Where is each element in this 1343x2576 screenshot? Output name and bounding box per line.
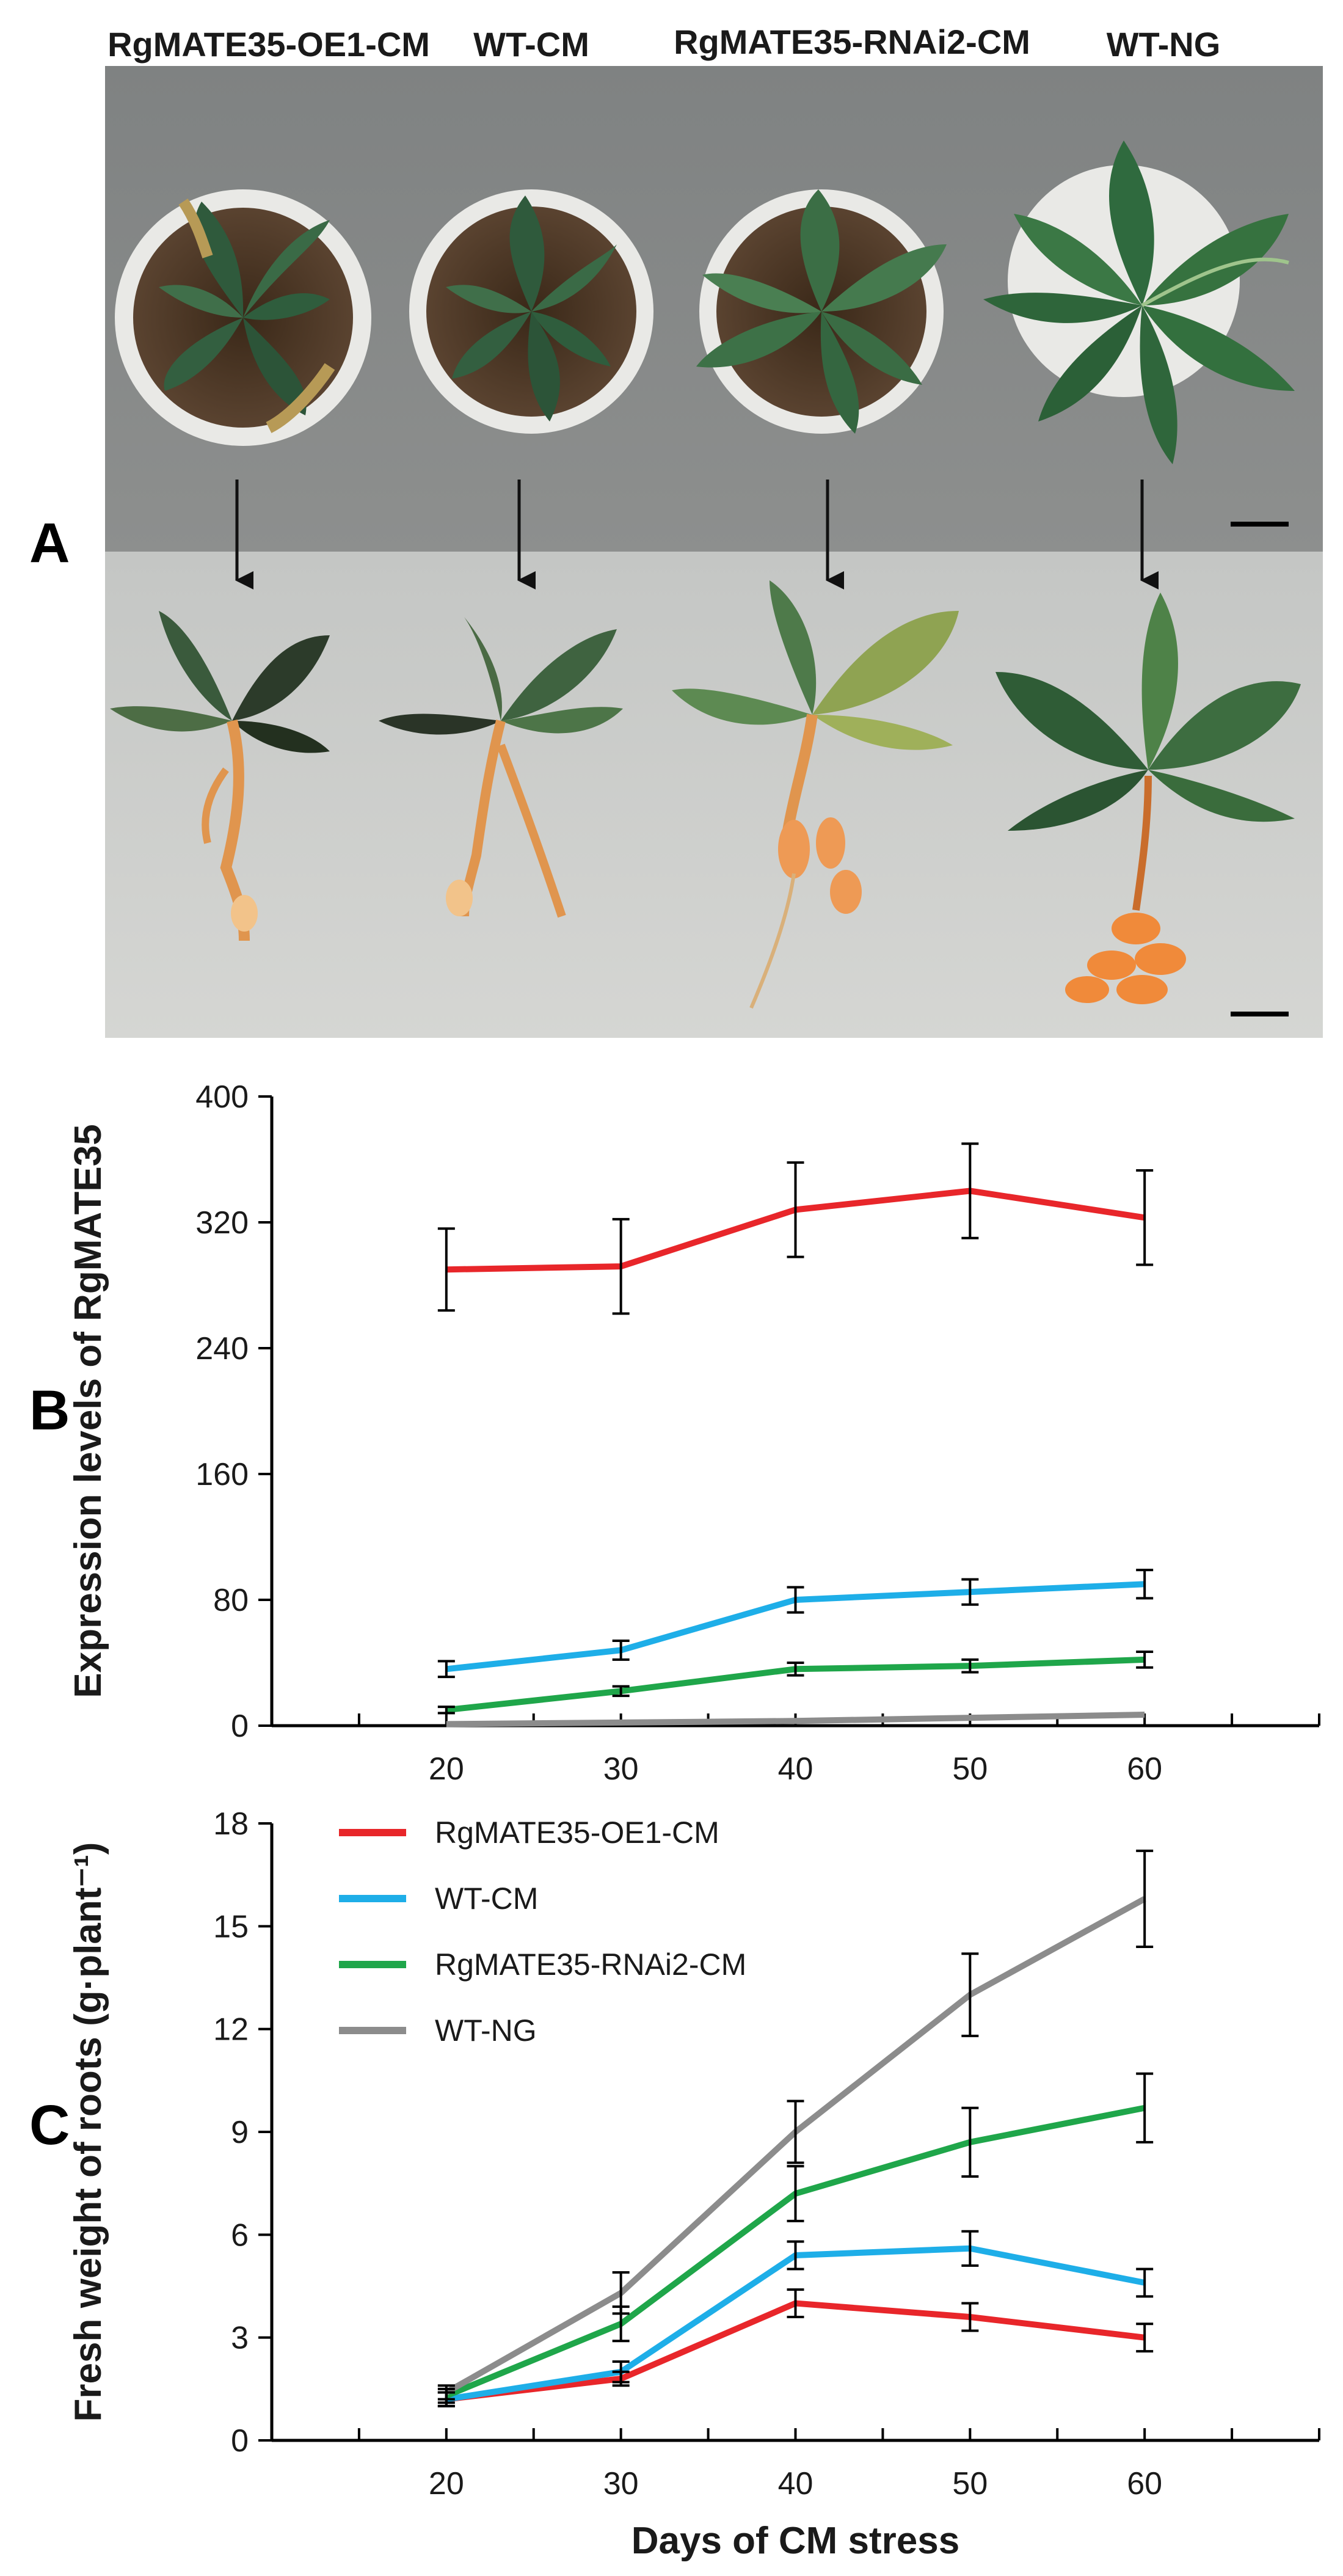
genotype-label-wt-cm: WT-CM — [473, 25, 589, 64]
error-bar — [787, 2100, 804, 2164]
uprooted-oe1 — [110, 611, 330, 941]
error-bar — [961, 2302, 979, 2332]
pot-wt-cm — [409, 189, 653, 434]
error-bar — [1136, 1569, 1154, 1600]
genotype-label-rnai2: RgMATE35-RNAi2-CM — [674, 23, 1030, 61]
y-tick-label: 3 — [231, 2321, 249, 2356]
error-bar — [1136, 1169, 1154, 1266]
expression-chart: 0 80 160 240 320 400 20 30 40 50 60 Expression leve… — [67, 1079, 1320, 1787]
error-bar — [1136, 1650, 1154, 1669]
error-bar — [961, 1578, 979, 1606]
error-bar — [612, 1217, 630, 1315]
x-tick-label: 50 — [952, 2466, 988, 2501]
error-bar — [612, 1685, 630, 1698]
panel-letter-a: A — [29, 512, 70, 574]
error-bar — [612, 2360, 630, 2384]
y-axis-title: Expression levels of RgMATE35 — [67, 1124, 109, 1698]
x-tick-label: 20 — [429, 2466, 464, 2501]
uprooted-wt-ng — [995, 593, 1301, 1004]
error-bar — [787, 2288, 804, 2318]
error-bar — [437, 1227, 455, 1312]
error-bar — [961, 1952, 979, 2037]
genotype-label-wt-ng: WT-NG — [1107, 25, 1221, 64]
error-bar — [1136, 2072, 1154, 2144]
x-tick-label: 30 — [603, 1751, 639, 1787]
error-bar — [612, 1639, 630, 1661]
y-tick-label: 12 — [213, 2012, 249, 2048]
pot-oe1 — [115, 189, 371, 446]
error-bar — [1136, 1849, 1154, 1948]
error-bar — [437, 1660, 455, 1679]
y-tick-label: 320 — [195, 1205, 249, 1241]
error-bar — [1136, 2268, 1154, 2298]
x-tick-label: 60 — [1127, 2466, 1162, 2501]
y-tick-label: 160 — [195, 1457, 249, 1492]
error-bar — [961, 1658, 979, 1674]
error-bar — [787, 2165, 804, 2222]
error-bar — [787, 2240, 804, 2271]
error-bar — [437, 1706, 455, 1715]
x-tick-label: 30 — [603, 2466, 639, 2501]
legend-label-3: WT-NG — [435, 2013, 537, 2048]
series-line-3 — [446, 1711, 1145, 1728]
error-bar — [787, 1586, 804, 1614]
legend-label-2: RgMATE35-RNAi2-CM — [435, 1947, 746, 1982]
pot-rnai2 — [696, 189, 947, 434]
y-tick-label: 80 — [213, 1583, 249, 1618]
x-tick-label: 50 — [952, 1751, 988, 1787]
panel-letter-b: B — [29, 1379, 70, 1442]
x-tick-label: 40 — [778, 2466, 813, 2501]
y-tick-label: 0 — [231, 1709, 249, 1744]
photo-panel: RgMATE35-OE1-CM WT-CM RgMATE35-RNAi2-CM … — [29, 23, 1323, 1038]
legend: RgMATE35-OE1-CM WT-CM RgMATE35-RNAi2-CM WT-… — [339, 1815, 746, 2048]
y-tick-label: 400 — [195, 1079, 249, 1115]
uprooted-rnai2 — [672, 580, 959, 1009]
y-tick-label: 9 — [231, 2115, 249, 2150]
x-tick-label: 20 — [429, 1751, 464, 1787]
error-bar — [612, 2271, 630, 2315]
genotype-label-oe1: RgMATE35-OE1-CM — [107, 25, 430, 64]
error-bar — [1136, 2322, 1154, 2353]
error-bar — [787, 1662, 804, 1677]
y-axis-title: Fresh weight of roots (g·plant⁻¹) — [67, 1842, 109, 2422]
x-axis-title: Days of CM stress — [631, 2520, 960, 2562]
x-tick-label: 40 — [778, 1751, 813, 1787]
error-bar — [961, 1142, 979, 1239]
y-tick-label: 18 — [213, 1806, 249, 1842]
legend-label-1: WT-CM — [435, 1881, 538, 1916]
y-tick-label: 0 — [231, 2423, 249, 2459]
uprooted-wt-cm — [379, 617, 623, 918]
panel-letter-c: C — [29, 2094, 70, 2156]
y-tick-label: 6 — [231, 2217, 249, 2253]
y-tick-label: 15 — [213, 1909, 249, 1944]
y-tick-label: 240 — [195, 1331, 249, 1366]
error-bar — [961, 2106, 979, 2178]
error-bar — [787, 1161, 804, 1258]
error-bar — [961, 2230, 979, 2267]
pot-wt-ng — [983, 140, 1295, 464]
error-bar — [437, 2384, 455, 2401]
fresh-weight-chart: 0 3 6 9 12 15 18 20 30 40 50 60 Fresh weight of root… — [67, 1806, 1320, 2562]
legend-label-0: RgMATE35-OE1-CM — [435, 1815, 719, 1850]
x-tick-label: 60 — [1127, 1751, 1162, 1787]
